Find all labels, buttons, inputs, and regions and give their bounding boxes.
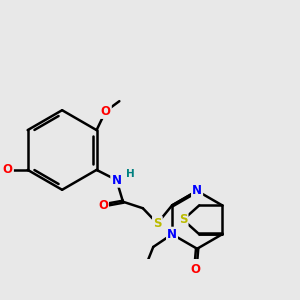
Text: S: S (179, 213, 188, 226)
Text: O: O (3, 164, 13, 176)
Text: H: H (126, 169, 135, 178)
Text: O: O (100, 105, 111, 118)
Text: S: S (179, 213, 188, 226)
Text: O: O (3, 164, 13, 176)
Text: N: N (112, 173, 122, 187)
Text: O: O (100, 105, 111, 118)
Text: N: N (167, 228, 177, 241)
Text: O: O (98, 199, 108, 212)
Text: N: N (112, 173, 122, 187)
Text: O: O (190, 263, 200, 276)
Text: S: S (153, 217, 162, 230)
Text: O: O (190, 263, 200, 276)
Text: S: S (153, 217, 162, 230)
Text: N: N (192, 184, 202, 197)
Text: N: N (167, 228, 177, 241)
Text: O: O (98, 199, 108, 212)
Text: H: H (126, 169, 135, 178)
Text: N: N (192, 184, 202, 197)
